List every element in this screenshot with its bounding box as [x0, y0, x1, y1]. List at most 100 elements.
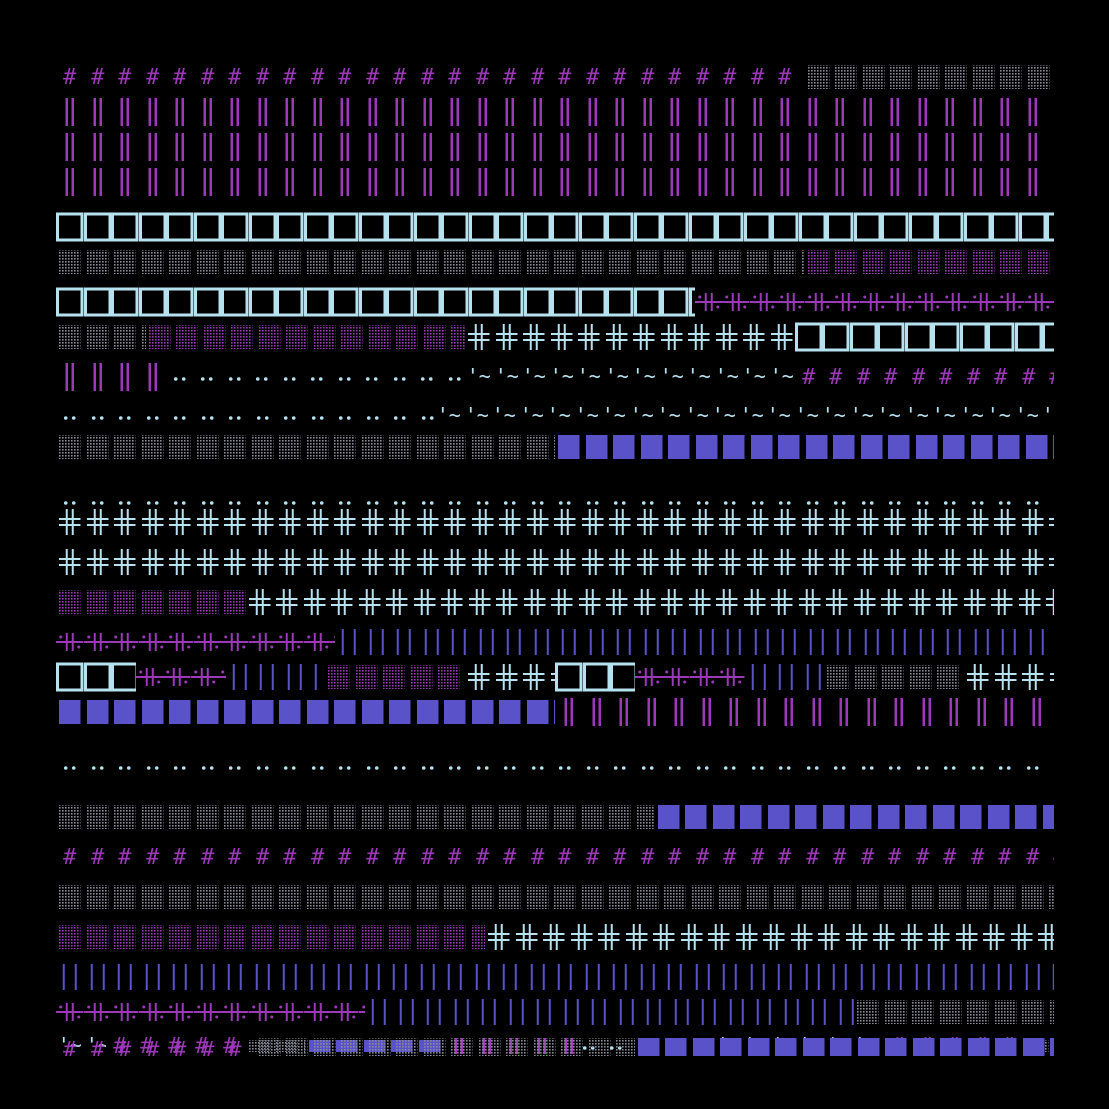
dots-glyph	[359, 756, 387, 776]
dots-glyph	[331, 361, 359, 393]
single-bar-glyph	[308, 661, 325, 693]
double-bar-glyph	[56, 361, 84, 393]
dither-grey-glyph	[826, 881, 854, 913]
single-bar-glyph	[881, 961, 909, 993]
dither-indigo-glyph	[655, 801, 683, 833]
double-bar-glyph	[744, 166, 772, 198]
dither-violet-glyph	[56, 586, 84, 618]
single-bar-glyph	[1023, 626, 1051, 658]
dots-glyph	[166, 361, 194, 393]
double-cross-glyph	[496, 506, 524, 538]
box-glyph	[83, 661, 111, 693]
svg-text:'~: '~	[849, 403, 873, 427]
dots-glyph	[881, 756, 909, 776]
box-glyph	[771, 211, 799, 243]
double-bar-glyph	[221, 131, 249, 163]
tilde-wave-glyph: '~	[548, 361, 576, 393]
double-cross-glyph	[441, 546, 469, 578]
hash-glyph: #	[909, 841, 937, 873]
row-cross-3-dither-violet-segment	[56, 586, 246, 618]
box-glyph	[633, 286, 661, 318]
dither-indigo-glyph	[737, 801, 765, 833]
dots-glyph	[634, 756, 662, 776]
dither-indigo-glyph	[940, 431, 968, 463]
dot-cross-glyph	[138, 626, 166, 658]
double-cross-glyph	[716, 546, 744, 578]
dither-grey-glyph	[964, 881, 992, 913]
double-cross-glyph	[634, 506, 662, 538]
dither-indigo-glyph	[469, 696, 497, 728]
dither-grey-glyph	[221, 431, 249, 463]
dots-glyph	[579, 491, 607, 511]
dither-violet-glyph	[435, 661, 463, 693]
double-bar-glyph	[551, 166, 579, 198]
double-bar-glyph	[331, 166, 359, 198]
dither-grey-glyph	[634, 801, 655, 833]
double-bar-glyph	[414, 96, 442, 128]
dither-grey-glyph	[84, 246, 112, 278]
tilde-wave-glyph: '~	[518, 401, 546, 431]
double-bar-glyph	[84, 361, 112, 393]
dither-grey-glyph	[1046, 881, 1054, 913]
dither-grey-glyph	[304, 801, 332, 833]
dither-grey-glyph	[936, 881, 964, 913]
double-bar-glyph	[84, 96, 112, 128]
double-cross-glyph	[906, 586, 934, 618]
double-bar-glyph	[716, 131, 744, 163]
double-bar-glyph	[496, 131, 524, 163]
row-boxes-2-dot-cross-segment	[694, 286, 1054, 318]
double-bar-glyph	[1023, 696, 1051, 728]
dither-indigo-glyph	[1012, 801, 1040, 833]
double-cross-glyph	[661, 546, 689, 578]
dither-indigo-glyph	[717, 1034, 745, 1056]
tilde-wave-glyph: '~	[84, 1036, 106, 1056]
svg-text:#: #	[806, 845, 820, 870]
single-bar-glyph	[418, 626, 446, 658]
dither-grey-glyph	[166, 881, 194, 913]
double-bar-glyph	[414, 166, 442, 198]
tilde-wave-glyph: '~	[1040, 401, 1054, 431]
dither-grey-glyph	[934, 661, 962, 693]
hash-glyph: #	[1019, 841, 1047, 873]
dither-grey-glyph	[414, 801, 442, 833]
double-cross-glyph	[933, 586, 961, 618]
row-mixed-1	[56, 321, 1054, 353]
box-glyph	[523, 286, 551, 318]
double-cross-glyph	[744, 546, 772, 578]
svg-text:#: #	[531, 845, 545, 870]
dots-glyph	[84, 401, 112, 431]
dither-violet-glyph	[353, 661, 381, 693]
double-cross-glyph	[606, 546, 634, 578]
dither-grey-glyph	[852, 661, 880, 693]
box-glyph	[606, 211, 634, 243]
double-bar-glyph	[166, 166, 194, 198]
single-bar-glyph	[689, 961, 717, 993]
svg-text:#: #	[833, 845, 847, 870]
double-bar-glyph	[579, 131, 607, 163]
row-mixed-6-double-cross-segment	[964, 661, 1054, 693]
svg-text:#: #	[939, 365, 953, 390]
dots-glyph	[744, 756, 772, 776]
tilde-wave-glyph: '~	[575, 361, 603, 393]
single-bar-glyph	[335, 626, 363, 658]
dither-grey-glyph	[882, 996, 910, 1028]
single-bar-glyph	[583, 626, 611, 658]
double-bar-glyph	[661, 96, 689, 128]
double-bar-glyph	[826, 166, 854, 198]
row-mixed-1-double-cross-segment	[465, 321, 794, 353]
svg-text:#: #	[228, 1038, 242, 1056]
double-cross-glyph	[485, 921, 513, 953]
double-bar-glyph	[689, 166, 717, 198]
dither-indigo-glyph	[885, 431, 913, 463]
box-glyph	[276, 286, 304, 318]
dither-indigo-glyph	[748, 431, 776, 463]
tilde-wave-glyph: '~	[463, 401, 491, 431]
dither-grey-glyph	[937, 996, 965, 1028]
hash-glyph: #	[106, 1036, 134, 1056]
dots-glyph	[331, 401, 359, 431]
single-bar-glyph	[613, 996, 641, 1028]
double-cross-glyph	[465, 321, 493, 353]
double-cross-glyph	[496, 546, 524, 578]
svg-text:#: #	[146, 1038, 160, 1056]
single-bar-glyph	[1050, 626, 1054, 658]
